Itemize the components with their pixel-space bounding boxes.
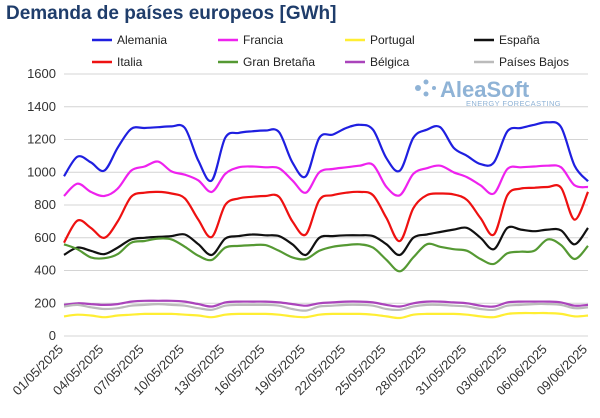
series-line-gran-bretana [63, 237, 589, 273]
legend-item-belgica: Bélgica [345, 55, 410, 69]
series-line-paises-bajos [63, 302, 589, 312]
legend-label: Francia [243, 33, 283, 47]
watermark-sub: ENERGY FORECASTING [466, 99, 561, 108]
series-lines [63, 121, 590, 320]
legend-label: Alemania [117, 33, 167, 47]
watermark-brand: AleaSoft [440, 77, 530, 102]
legend-item-francia: Francia [218, 33, 283, 47]
y-tick-label: 0 [49, 328, 56, 343]
legend: Alemania Francia Portugal España Italia Gran … [92, 33, 569, 69]
legend-item-italia: Italia [92, 55, 143, 69]
series-line-alemania [63, 121, 589, 183]
x-axis-ticks: 01/05/202504/05/202507/05/202510/05/2025… [9, 342, 590, 399]
legend-label: Bélgica [370, 55, 410, 69]
legend-label: Portugal [370, 33, 415, 47]
series-line-espana [63, 225, 589, 257]
chart-title: Demanda de países europeos [GWh] [6, 3, 337, 24]
legend-label: Gran Bretaña [243, 55, 315, 69]
legend-item-paises-bajos: Países Bajos [474, 55, 569, 69]
legend-item-alemania: Alemania [92, 33, 167, 47]
y-tick-label: 200 [34, 295, 56, 310]
y-tick-label: 400 [34, 263, 56, 278]
legend-item-espana: España [474, 33, 540, 47]
legend-label: España [499, 33, 540, 47]
y-tick-label: 1400 [27, 99, 56, 114]
legend-label: Italia [117, 55, 143, 69]
series-line-italia [63, 184, 590, 244]
y-tick-label: 800 [34, 197, 56, 212]
series-line-belgica [63, 299, 589, 308]
y-tick-label: 1600 [27, 66, 56, 81]
watermark-logo: AleaSoft ENERGY FORECASTING [415, 77, 561, 108]
legend-label: Países Bajos [499, 55, 569, 69]
legend-item-gran-bretana: Gran Bretaña [218, 55, 315, 69]
y-axis-ticks: 0 200 400 600 800 1000 1200 1400 1600 [27, 66, 56, 343]
legend-item-portugal: Portugal [345, 33, 415, 47]
grid-lines [64, 73, 588, 337]
series-line-francia [63, 160, 589, 198]
y-tick-label: 600 [34, 230, 56, 245]
y-tick-label: 1000 [27, 164, 56, 179]
series-line-portugal [63, 311, 589, 320]
y-tick-label: 1200 [27, 132, 56, 147]
